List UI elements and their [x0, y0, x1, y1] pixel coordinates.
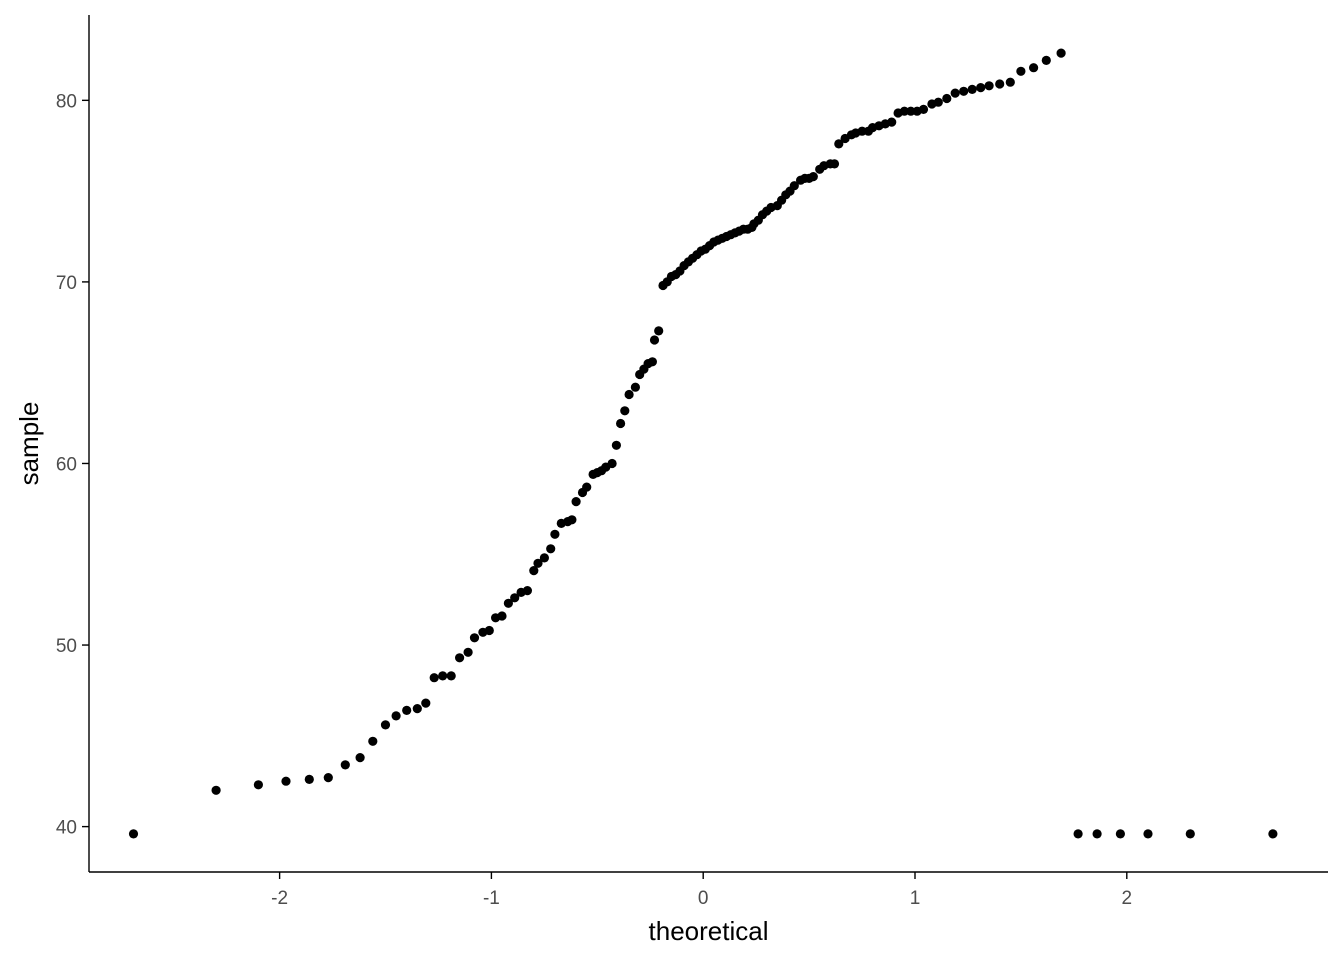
data-point	[582, 482, 592, 492]
data-point	[829, 159, 840, 169]
data-point	[484, 625, 494, 636]
data-point	[950, 88, 960, 98]
data-point	[906, 106, 916, 116]
data-point	[1185, 829, 1195, 839]
x-axis-ticks: -2 -1 0 1 2	[271, 872, 1132, 909]
data-point	[976, 83, 986, 93]
data-point	[522, 586, 533, 596]
data-point	[421, 698, 431, 708]
data-point	[211, 785, 221, 795]
y-axis-title: sample	[14, 402, 44, 486]
data-point	[128, 829, 139, 839]
x-tick-label: -1	[483, 888, 500, 909]
data-point	[412, 704, 422, 714]
data-point	[1056, 48, 1066, 58]
data-point	[323, 773, 333, 783]
data-point	[611, 440, 622, 450]
y-axis-ticks: 40 50 60 70 80	[56, 91, 89, 839]
data-point	[995, 79, 1005, 89]
data-point	[1115, 829, 1125, 839]
data-point	[446, 671, 456, 681]
data-point	[1041, 55, 1051, 65]
data-point	[567, 515, 577, 525]
data-point	[624, 389, 634, 400]
data-point	[497, 611, 507, 621]
data-point	[654, 326, 664, 336]
data-point	[391, 711, 401, 721]
data-point	[1005, 77, 1015, 87]
y-tick-label: 70	[56, 273, 77, 294]
data-point	[887, 117, 897, 127]
data-point	[834, 139, 844, 149]
data-point	[510, 593, 520, 603]
data-point	[402, 705, 412, 716]
data-point	[469, 633, 480, 643]
data-point	[463, 647, 473, 657]
data-point	[984, 81, 994, 91]
y-tick-label: 80	[56, 91, 77, 112]
data-point	[429, 673, 439, 683]
data-point	[1143, 829, 1153, 839]
data-point	[857, 126, 867, 136]
x-tick-label: 0	[698, 888, 709, 909]
data-point	[253, 780, 263, 790]
data-point	[571, 497, 581, 507]
data-points	[128, 48, 1278, 839]
y-tick-label: 40	[56, 818, 77, 839]
data-point	[438, 671, 448, 681]
data-point	[304, 774, 314, 785]
data-point	[1092, 829, 1102, 839]
x-tick-label: 1	[910, 888, 921, 909]
data-point	[503, 598, 513, 608]
data-point	[649, 335, 660, 345]
y-tick-label: 50	[56, 636, 77, 657]
data-point	[808, 172, 818, 182]
data-point	[546, 544, 556, 554]
data-point	[647, 357, 658, 367]
data-point	[533, 558, 543, 568]
data-point	[942, 93, 952, 104]
data-point	[1016, 66, 1026, 76]
data-point	[1029, 63, 1039, 73]
data-point	[1073, 829, 1083, 839]
data-point	[550, 529, 560, 539]
x-tick-label: 2	[1122, 888, 1133, 909]
data-point	[1268, 829, 1278, 839]
data-point	[899, 106, 910, 116]
x-axis-title: theoretical	[649, 916, 769, 946]
data-point	[529, 566, 539, 576]
data-point	[918, 104, 929, 114]
data-point	[933, 97, 943, 107]
data-point	[455, 653, 465, 663]
data-point	[368, 736, 378, 746]
data-point	[959, 86, 969, 96]
data-point	[789, 181, 799, 191]
data-point	[607, 458, 617, 469]
y-tick-label: 60	[56, 454, 77, 475]
data-point	[281, 776, 291, 786]
data-point	[380, 720, 391, 730]
x-tick-label: -2	[271, 888, 288, 909]
data-point	[967, 84, 977, 94]
data-point	[539, 553, 550, 563]
data-point	[630, 382, 641, 392]
data-point	[616, 418, 626, 429]
data-point	[355, 753, 365, 763]
data-point	[340, 760, 350, 770]
data-point	[620, 406, 630, 416]
